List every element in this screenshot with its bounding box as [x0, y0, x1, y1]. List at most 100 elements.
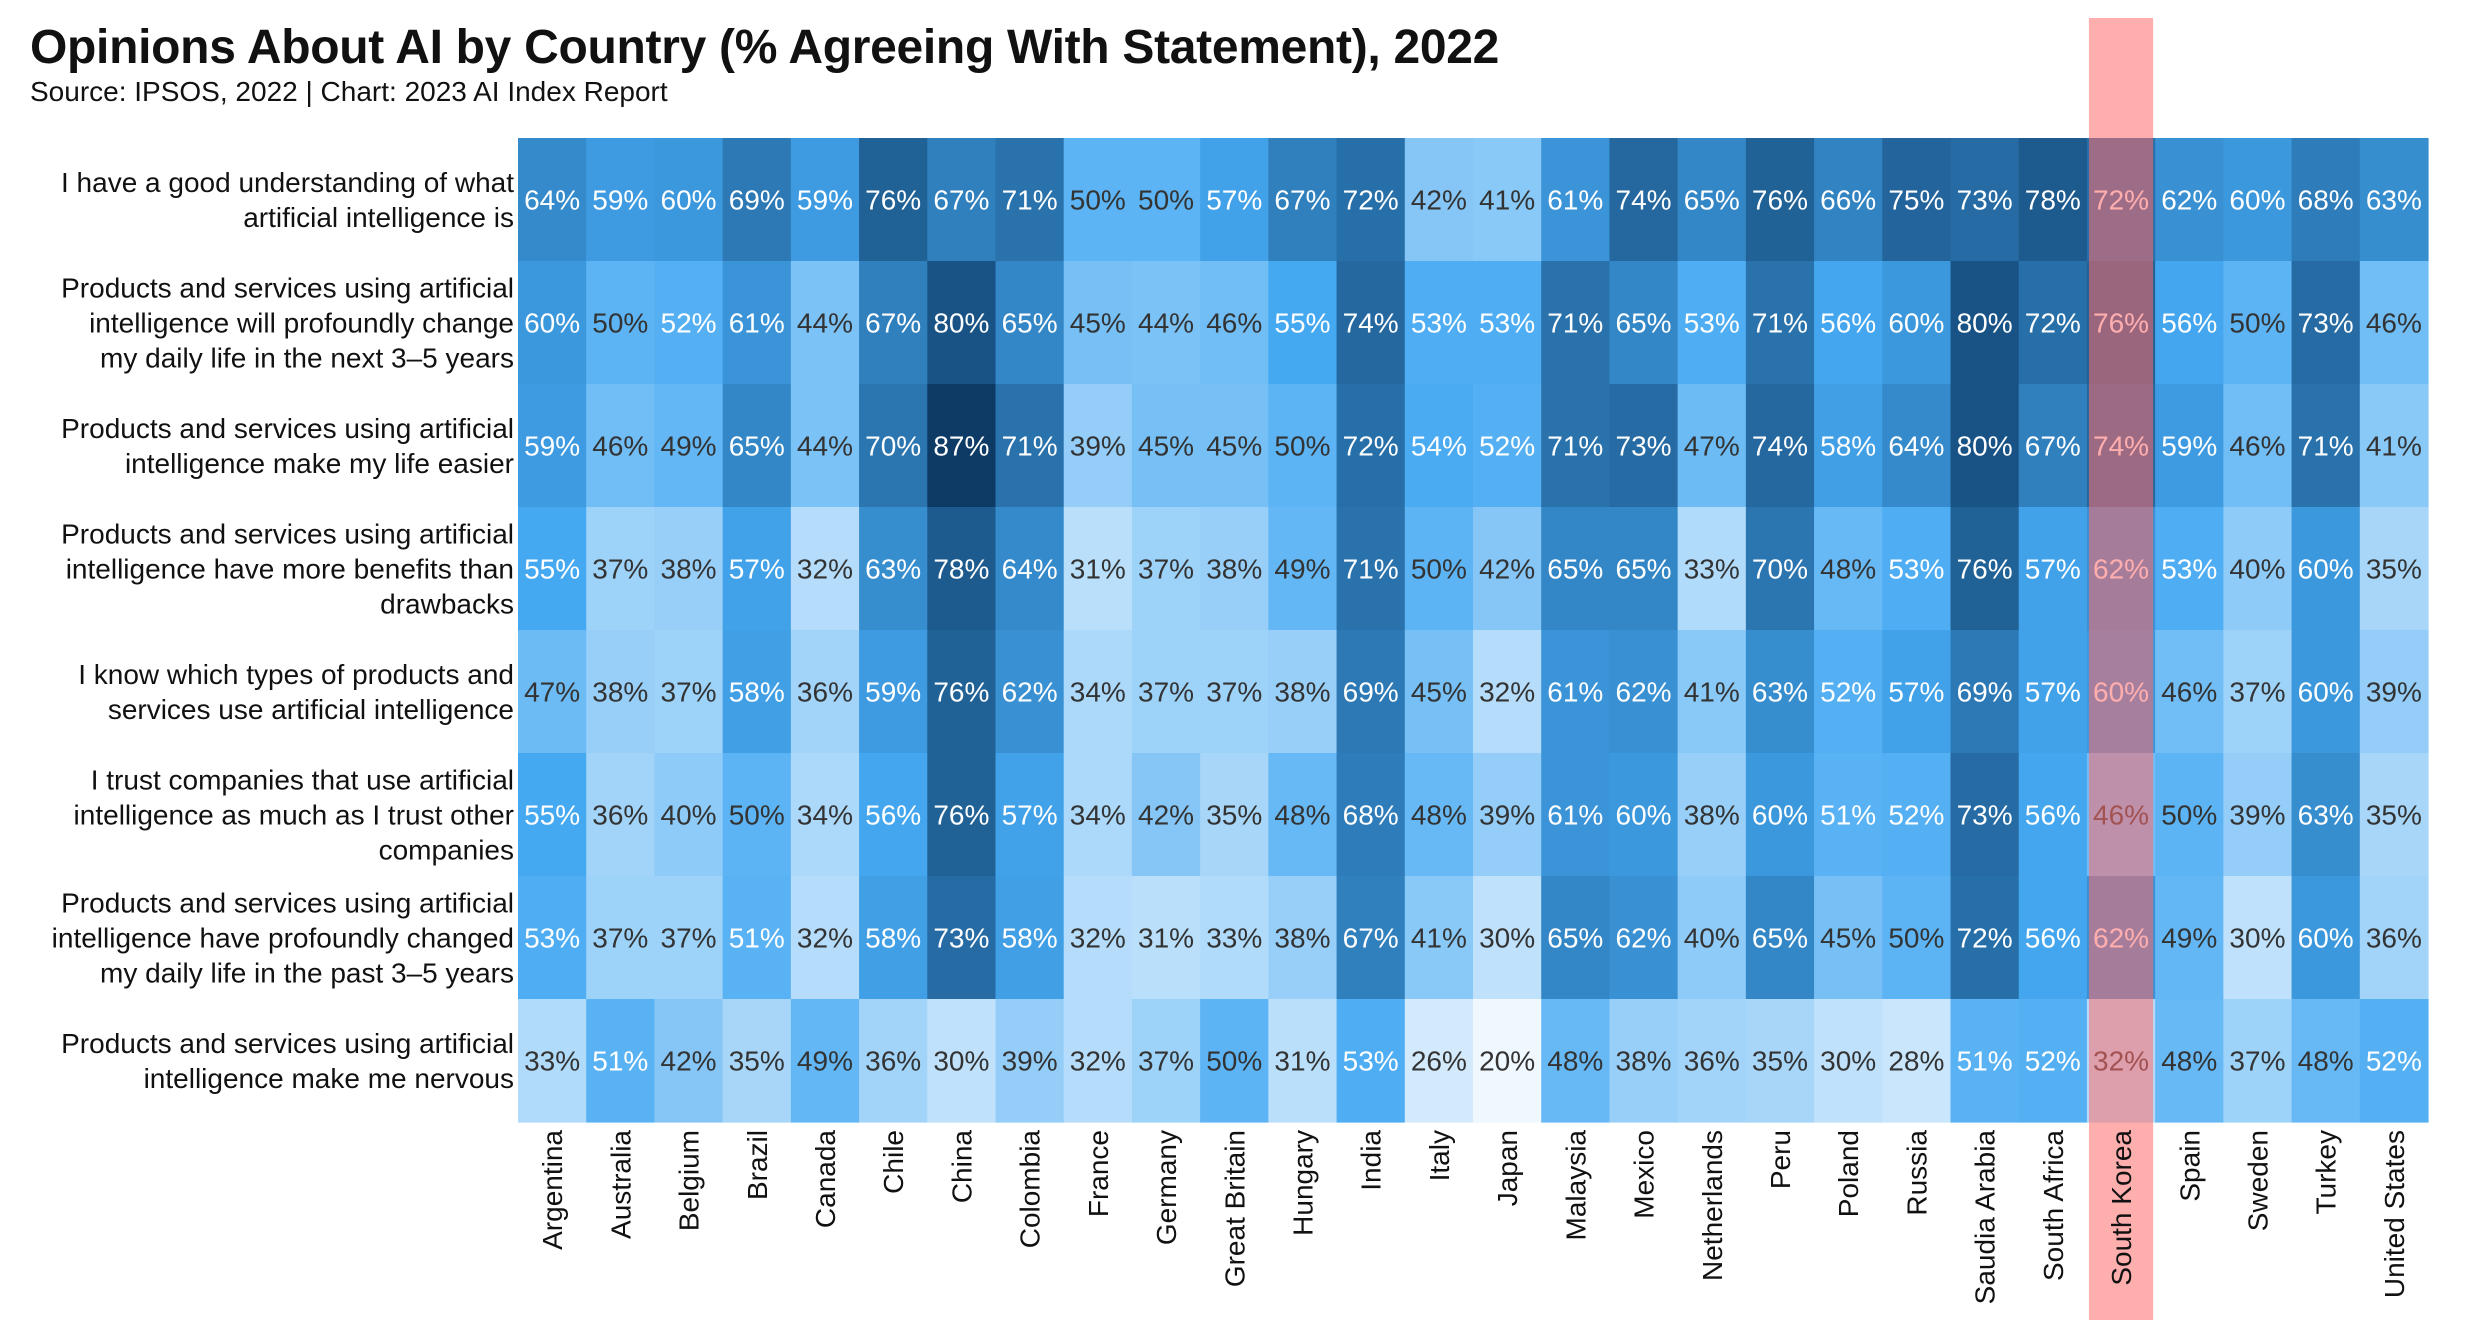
cell-value-label: 51%: [729, 923, 785, 954]
cell-value-label: 51%: [592, 1046, 648, 1077]
heatmap-cell: [1131, 384, 1201, 508]
cell-value-label: 37%: [661, 923, 717, 954]
heatmap-cell: [1677, 630, 1747, 754]
cell-value-label: 36%: [2366, 923, 2422, 954]
cell-value-label: 46%: [2229, 431, 2285, 462]
cell-value-label: 65%: [1547, 554, 1603, 585]
heatmap-cell: [927, 999, 997, 1123]
cell-value-label: 38%: [1274, 677, 1330, 708]
heatmap-cell: [1336, 261, 1406, 385]
cell-value-label: 30%: [1479, 923, 1535, 954]
cell-value-label: 37%: [1138, 1046, 1194, 1077]
cell-value-label: 46%: [2366, 308, 2422, 339]
cell-value-label: 57%: [1002, 800, 1058, 831]
cell-value-label: 35%: [1752, 1046, 1808, 1077]
cell-value-label: 41%: [1411, 923, 1467, 954]
column-label: South Africa: [2038, 1130, 2069, 1281]
cell-value-label: 72%: [1343, 431, 1399, 462]
heatmap-cell: [1677, 138, 1747, 262]
cell-value-label: 70%: [1752, 554, 1808, 585]
heatmap-cell: [790, 138, 860, 262]
heatmap-cell: [1609, 999, 1679, 1123]
heatmap-cell: [2018, 261, 2088, 385]
heatmap-cell: [518, 876, 587, 1000]
row-label: Products and services using artificial in…: [52, 888, 514, 989]
cell-value-label: 67%: [2025, 431, 2081, 462]
cell-value-label: 31%: [1274, 1046, 1330, 1077]
cell-value-label: 31%: [1138, 923, 1194, 954]
cell-value-label: 36%: [592, 800, 648, 831]
heatmap-cell: [2359, 999, 2429, 1123]
cell-value-label: 60%: [1616, 800, 1672, 831]
heatmap-cell: [586, 261, 656, 385]
heatmap-cell: [1541, 876, 1611, 1000]
heatmap-cell: [1814, 876, 1883, 1000]
heatmap-cell: [2359, 753, 2429, 877]
cell-value-label: 60%: [2298, 677, 2354, 708]
column-label: Turkey: [2311, 1130, 2342, 1215]
highlight-band: [2088, 18, 2154, 1320]
heatmap-cell: [722, 753, 792, 877]
heatmap-cell: [586, 753, 656, 877]
heatmap-cell: [2155, 753, 2224, 877]
cell-value-label: 28%: [1888, 1046, 1944, 1077]
cell-value-label: 72%: [1957, 923, 2013, 954]
heatmap-cell: [654, 753, 724, 877]
heatmap-cell: [2359, 138, 2429, 262]
heatmap-cell: [1541, 384, 1611, 508]
column-label: Belgium: [674, 1130, 705, 1231]
cell-value-label: 49%: [2161, 923, 2217, 954]
heatmap-cell: [1336, 384, 1406, 508]
cell-value-label: 50%: [592, 308, 648, 339]
cell-value-label: 49%: [661, 431, 717, 462]
heatmap-cell: [790, 261, 860, 385]
heatmap-cell: [859, 261, 928, 385]
cell-value-label: 65%: [1616, 554, 1672, 585]
heatmap-cell: [2018, 876, 2088, 1000]
heatmap-cell: [1131, 261, 1201, 385]
heatmap-cell: [1950, 876, 2020, 1000]
cell-value-label: 40%: [661, 800, 717, 831]
heatmap-cell: [1404, 384, 1474, 508]
heatmap-cell: [1336, 507, 1406, 631]
heatmap-cell: [1541, 507, 1611, 631]
cell-value-label: 56%: [865, 800, 921, 831]
cell-value-label: 80%: [933, 308, 989, 339]
cell-value-label: 35%: [2366, 554, 2422, 585]
cell-value-label: 74%: [1752, 431, 1808, 462]
cell-value-label: 71%: [1752, 308, 1808, 339]
heatmap-cell: [1814, 138, 1883, 262]
cell-value-label: 58%: [729, 677, 785, 708]
column-label: Germany: [1151, 1130, 1182, 1245]
column-label: Brazil: [742, 1130, 773, 1200]
cell-value-label: 60%: [2229, 185, 2285, 216]
cell-value-label: 48%: [1547, 1046, 1603, 1077]
cell-value-label: 53%: [1411, 308, 1467, 339]
heatmap-cell: [722, 630, 792, 754]
cell-value-label: 60%: [661, 185, 717, 216]
cell-value-label: 39%: [2229, 800, 2285, 831]
column-label: Australia: [605, 1130, 636, 1239]
heatmap-cell: [1063, 999, 1133, 1123]
heatmap-cell: [654, 630, 724, 754]
cell-value-label: 48%: [1274, 800, 1330, 831]
cell-value-label: 37%: [1206, 677, 1262, 708]
cell-value-label: 73%: [933, 923, 989, 954]
heatmap-cell: [2223, 384, 2293, 508]
cell-value-label: 55%: [1274, 308, 1330, 339]
heatmap-cell: [654, 507, 724, 631]
cell-value-label: 72%: [1343, 185, 1399, 216]
heatmap-cell: [1882, 384, 1952, 508]
cell-value-label: 32%: [1070, 923, 1126, 954]
column-label: Argentina: [537, 1130, 568, 1250]
column-label: Poland: [1833, 1130, 1864, 1217]
row-label: Products and services using artificial in…: [61, 273, 514, 374]
cell-value-label: 69%: [1957, 677, 2013, 708]
heatmap-cell: [1268, 261, 1338, 385]
heatmap-cell: [995, 261, 1065, 385]
cell-value-label: 63%: [1752, 677, 1808, 708]
column-label: Mexico: [1629, 1130, 1660, 1219]
heatmap-cell: [995, 753, 1065, 877]
row-label: I know which types of products and servic…: [78, 659, 514, 725]
heatmap-cell: [859, 507, 928, 631]
